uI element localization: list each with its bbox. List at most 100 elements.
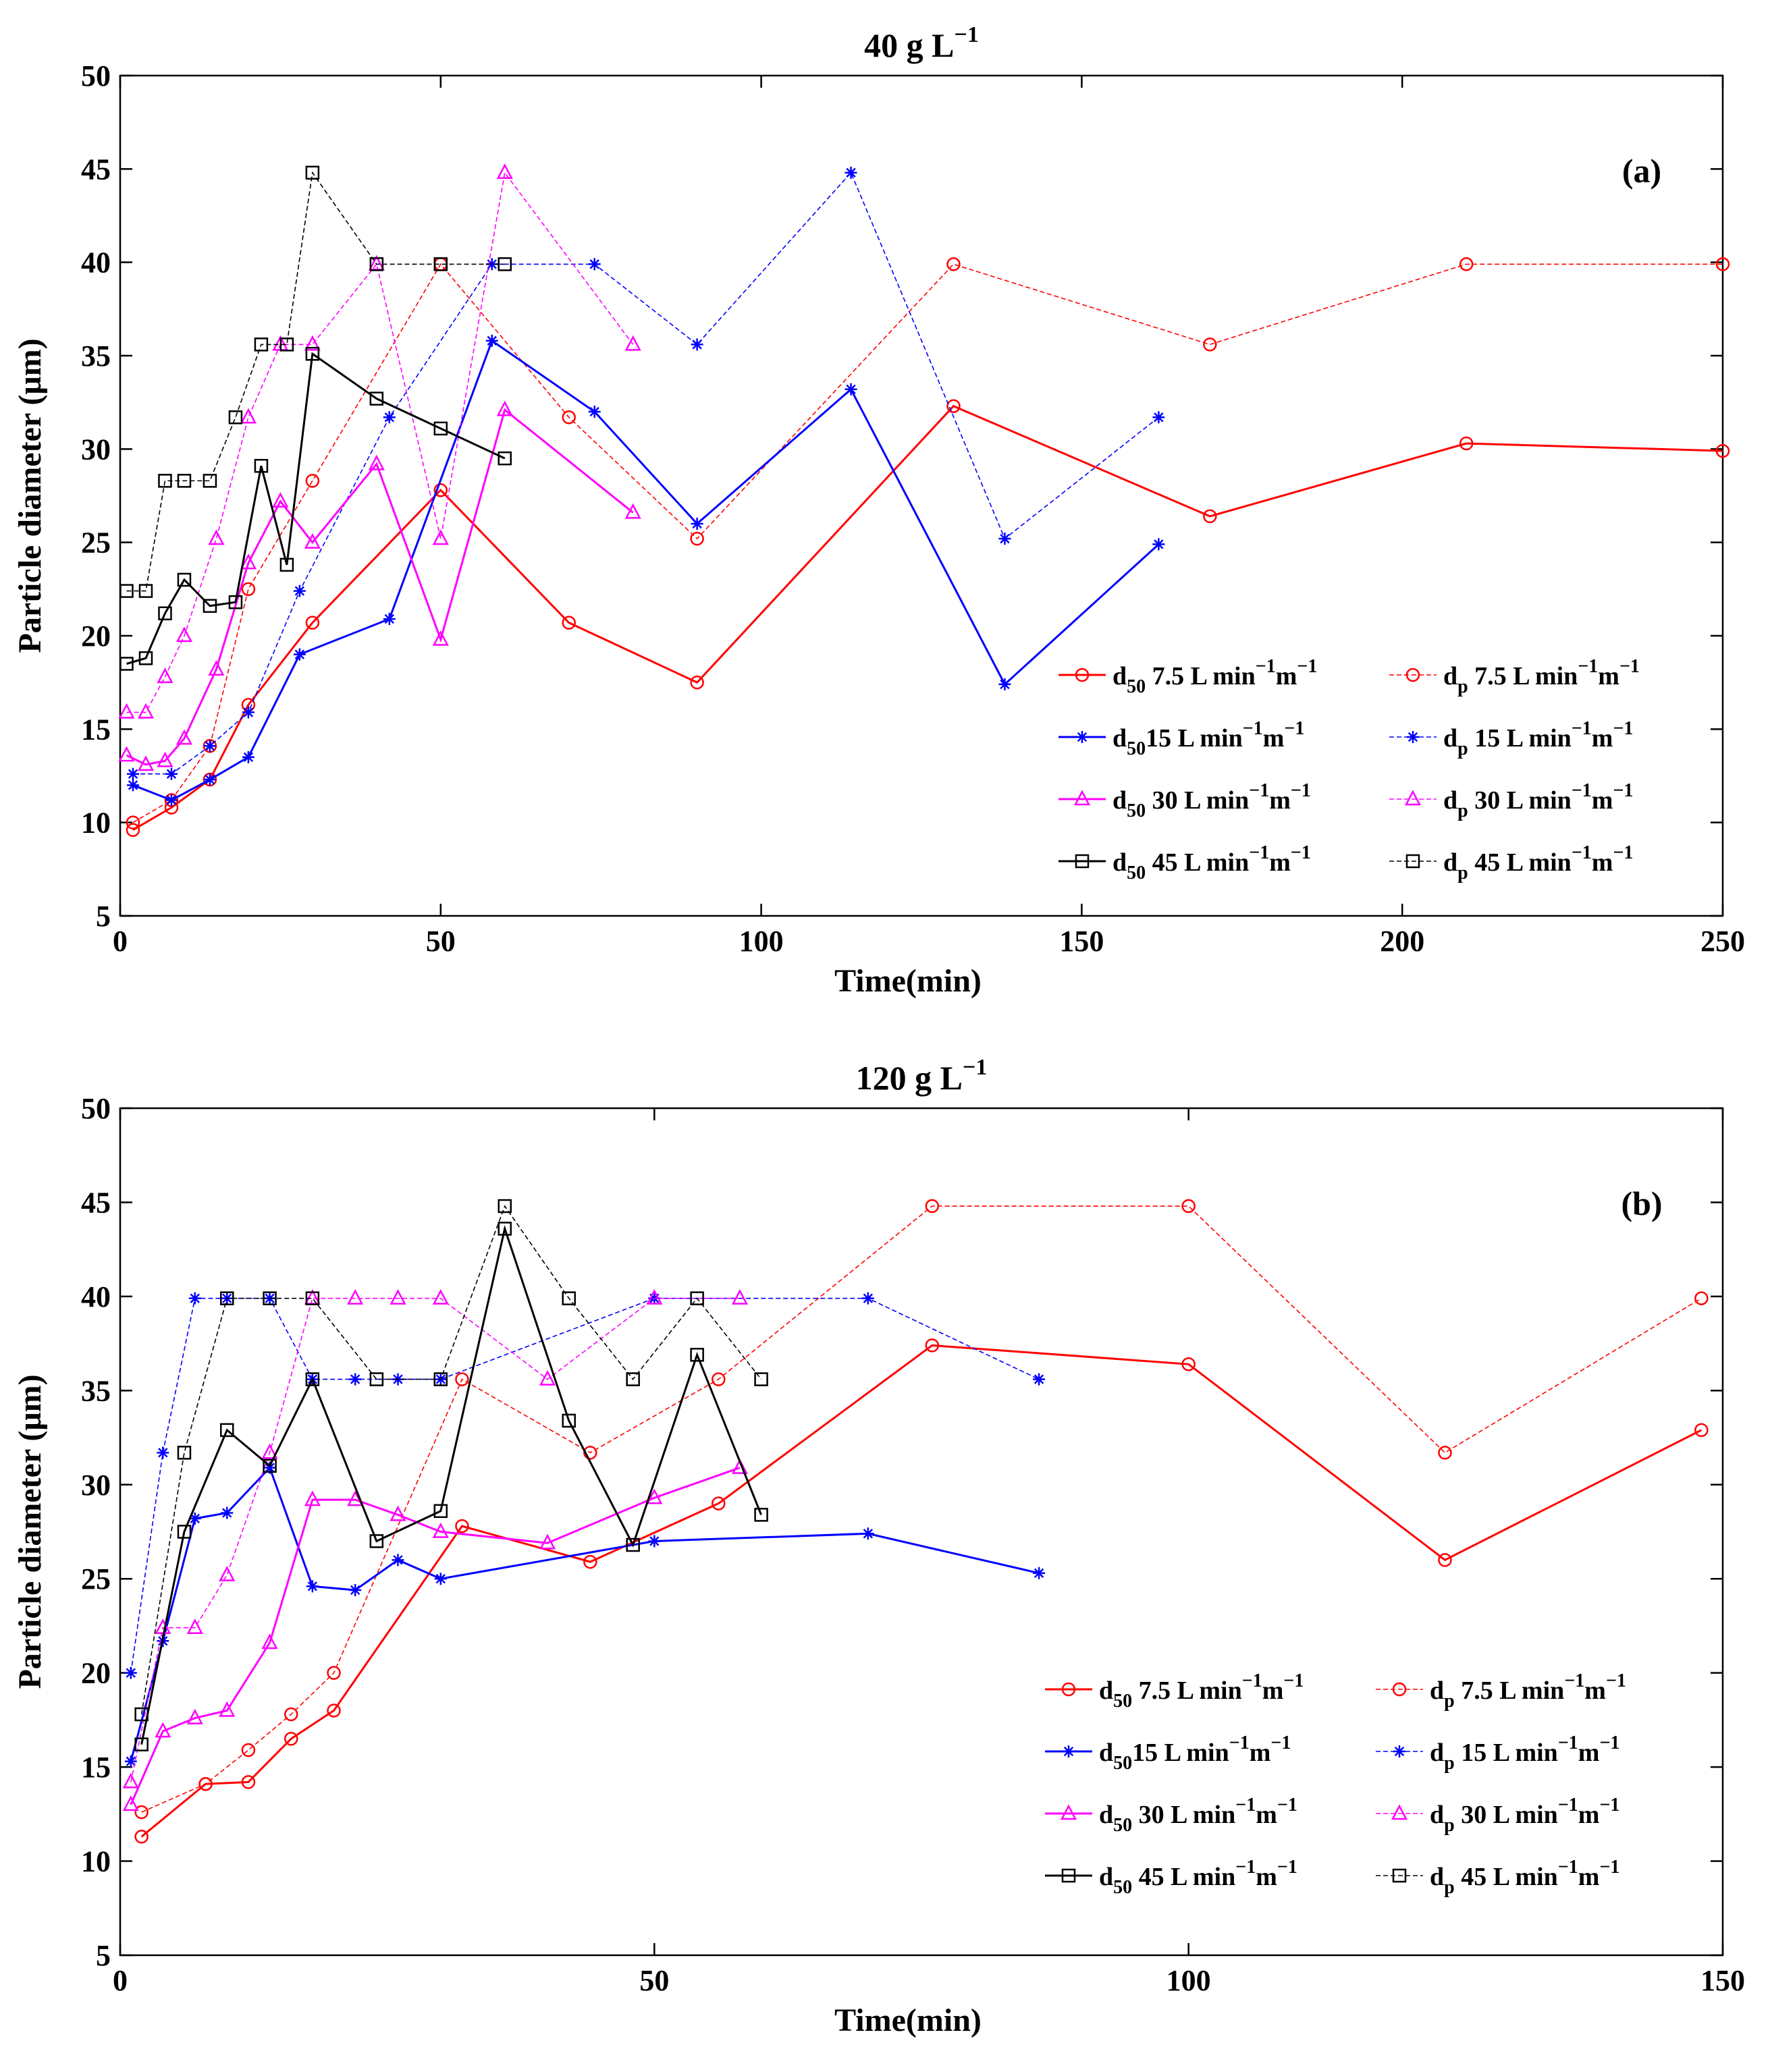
- legend-label: d50 7.5 L min−1m−1: [1099, 1670, 1304, 1712]
- data-point: [1203, 509, 1217, 524]
- y-tick-label: 20: [81, 1657, 111, 1690]
- data-point: [433, 483, 448, 497]
- data-point: [165, 767, 178, 780]
- data-point: [137, 703, 155, 719]
- legend-entry: dp 30 L min−1m−1: [1389, 780, 1633, 821]
- y-tick-label: 25: [81, 526, 111, 560]
- legend-entry: d50 30 L min−1m−1: [1058, 780, 1311, 821]
- data-point: [946, 399, 961, 413]
- data-point: [925, 1199, 940, 1214]
- data-point: [122, 1795, 139, 1811]
- data-point: [263, 1458, 277, 1473]
- chart-title: 40 g L−1: [864, 22, 979, 64]
- data-point: [279, 337, 294, 352]
- chart-panel-a: 5 10 15 20 25 30 35 40 45 50 0 50 100 150 200 250 Time(m…: [12, 22, 1745, 999]
- data-point: [305, 346, 320, 361]
- data-point: [390, 1288, 406, 1305]
- data-point: [712, 1496, 726, 1510]
- data-point: [327, 1703, 341, 1718]
- data-point: [498, 1222, 512, 1236]
- series-line: [140, 1344, 1702, 1838]
- data-point: [126, 815, 140, 829]
- data-point: [433, 257, 448, 271]
- data-point: [539, 1369, 556, 1386]
- data-point: [562, 1413, 576, 1428]
- data-point: [198, 1776, 213, 1791]
- x-tick-label: 100: [739, 925, 784, 958]
- data-point: [455, 1519, 469, 1533]
- series-line: [132, 404, 1723, 831]
- data-point: [434, 1573, 447, 1585]
- data-point: [1694, 1423, 1709, 1438]
- data-point: [433, 421, 448, 436]
- series-d50-30: [118, 400, 641, 771]
- legend-marker: [1075, 854, 1090, 869]
- data-point: [165, 794, 178, 807]
- data-point: [946, 257, 961, 271]
- data-point: [392, 1554, 404, 1566]
- legend-marker: [1392, 1868, 1407, 1883]
- data-point: [432, 1288, 449, 1305]
- data-point: [272, 492, 289, 508]
- data-point: [691, 338, 703, 351]
- data-point: [626, 1537, 640, 1552]
- legend-label: d50 30 L min−1m−1: [1112, 780, 1311, 821]
- data-point: [646, 1288, 663, 1305]
- data-point: [498, 257, 512, 271]
- data-point: [188, 1292, 201, 1305]
- data-point: [588, 406, 601, 418]
- data-point: [118, 746, 135, 762]
- legend-entry: dp 15 L min−1m−1: [1389, 718, 1633, 759]
- data-point: [1438, 1553, 1452, 1567]
- y-axis-label: Particle diameter (μm): [12, 1374, 48, 1689]
- x-tick-label: 200: [1380, 925, 1424, 958]
- data-point: [158, 606, 172, 621]
- y-tick-label: 15: [81, 713, 111, 746]
- data-point: [241, 582, 256, 597]
- data-point: [754, 1372, 768, 1386]
- series-line: [140, 1224, 762, 1745]
- data-point: [119, 657, 134, 671]
- data-point: [124, 1666, 137, 1679]
- series-d50-15: [124, 1461, 1046, 1768]
- data-point: [690, 1348, 704, 1362]
- data-point: [383, 411, 396, 424]
- legend: d50 7.5 L min−1m−1 dp 7.5 L min−1m−1 d5015…: [1058, 656, 1640, 883]
- data-point: [118, 703, 135, 719]
- data-point: [304, 533, 321, 549]
- data-point: [122, 1772, 139, 1789]
- data-point: [138, 651, 153, 665]
- data-point: [432, 630, 449, 646]
- data-point: [369, 257, 384, 271]
- data-point: [242, 706, 254, 719]
- legend-label: d50 45 L min−1m−1: [1112, 842, 1311, 883]
- data-point: [562, 1291, 576, 1305]
- data-point: [305, 165, 320, 180]
- data-point: [347, 1288, 364, 1305]
- legend-entry: dp 45 L min−1m−1: [1389, 842, 1633, 883]
- y-tick-label: 10: [81, 1845, 111, 1878]
- data-point: [624, 335, 641, 351]
- series-line: [132, 339, 1160, 802]
- data-point: [691, 518, 703, 530]
- data-point: [349, 1373, 362, 1386]
- data-point: [1715, 257, 1730, 271]
- y-tick-label: 40: [81, 246, 111, 279]
- data-point: [261, 1443, 278, 1459]
- data-point: [208, 660, 225, 676]
- data-point: [1152, 411, 1165, 424]
- legend-marker: [1063, 1745, 1075, 1757]
- data-point: [279, 557, 294, 572]
- data-point: [155, 1722, 171, 1738]
- series-dp-45: [119, 165, 512, 598]
- data-point: [305, 474, 320, 488]
- series-line: [132, 171, 1159, 775]
- legend-label: dp 7.5 L min−1m−1: [1430, 1670, 1626, 1712]
- legend-entry: dp 45 L min−1m−1: [1376, 1857, 1619, 1898]
- data-point: [219, 1701, 236, 1717]
- data-point: [177, 1525, 192, 1539]
- series-line: [130, 1297, 740, 1782]
- legend-entry: d5015 L min−1m−1: [1045, 1733, 1291, 1774]
- data-point: [998, 678, 1011, 690]
- data-point: [433, 1372, 448, 1386]
